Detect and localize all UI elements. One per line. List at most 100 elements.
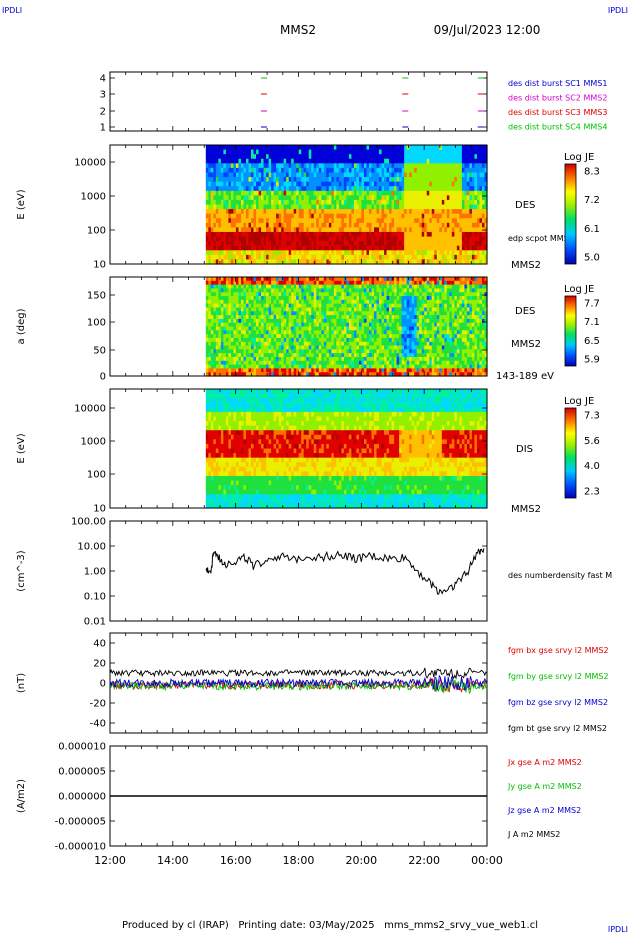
- y-tick-label: 3: [100, 90, 106, 101]
- spacecraft-title: MMS2: [280, 23, 316, 37]
- colorbar-tick-label: 4.0: [584, 461, 600, 472]
- y-tick-label: 100: [87, 226, 106, 237]
- series-label: fgm bz gse srvy l2 MMS2: [508, 698, 608, 707]
- y-tick-label: 10: [93, 504, 106, 515]
- y-tick-label: -40: [90, 719, 106, 730]
- time-tick-label: 14:00: [157, 854, 189, 867]
- y-axis-label: (cm^-3): [16, 550, 27, 591]
- y-tick-label: 50: [93, 346, 106, 357]
- footer-credit: Produced by cl (IRAP) Printing date: 03/…: [122, 920, 538, 931]
- y-tick-label: 100: [87, 470, 106, 481]
- y-tick-label: 0: [100, 679, 106, 690]
- y-tick-label: 1000: [81, 437, 106, 448]
- y-tick-label: 0.000010: [58, 742, 106, 753]
- burst-legend-entry: des dist burst SC4 MMS4: [508, 123, 607, 132]
- colorbar-tick-label: 2.3: [584, 487, 600, 498]
- colorbar: [564, 407, 577, 499]
- y-tick-label: 0.01: [84, 617, 106, 628]
- burst-legend-entry: des dist burst SC1 MMS1: [508, 79, 607, 88]
- time-tick-label: 12:00: [94, 854, 126, 867]
- y-tick-label: -0.000010: [55, 842, 106, 853]
- colorbar-tick-label: 5.9: [584, 355, 600, 366]
- corner-label-top-left: IPDLI: [2, 6, 22, 15]
- y-tick-label: 40: [93, 639, 106, 650]
- y-tick-label: 20: [93, 659, 106, 670]
- series-label: fgm bt gse srvy l2 MMS2: [508, 724, 607, 733]
- colorbar-tick-label: 7.2: [584, 195, 600, 206]
- time-tick-label: 16:00: [220, 854, 252, 867]
- panel-label: DES: [515, 200, 535, 211]
- colorbar-title: Log JE: [564, 284, 594, 295]
- colorbar-tick-label: 8.3: [584, 167, 600, 178]
- y-tick-label: 0.000000: [58, 792, 106, 803]
- y-tick-label: 4: [100, 74, 106, 85]
- corner-label-top-right: IPDLI: [608, 6, 628, 15]
- y-tick-label: 10: [93, 260, 106, 271]
- time-tick-label: 00:00: [471, 854, 503, 867]
- overlay-label: edp scpot MMS2: [508, 234, 574, 243]
- burst-legend-entry: des dist burst SC2 MMS2: [508, 94, 607, 103]
- bfield-series-line: [109, 667, 488, 680]
- colorbar-tick-label: 5.6: [584, 436, 600, 447]
- time-axis: 12:00 14:00 16:00 18:00 20:00 22:00 00:00: [94, 854, 503, 867]
- y-tick-label: 10000: [74, 158, 106, 169]
- series-label: J A m2 MMS2: [507, 830, 560, 839]
- panel-label: DIS: [516, 444, 533, 455]
- panel-sublabel: MMS2: [511, 260, 541, 271]
- y-tick-label: 100.00: [71, 517, 106, 528]
- y-tick-label: 0: [100, 372, 106, 383]
- colorbar: [564, 295, 577, 367]
- colorbar-title: Log JE: [564, 152, 594, 163]
- panel-sublabel: MMS2: [511, 504, 541, 515]
- y-axis-label: E (eV): [16, 433, 27, 463]
- colorbar-tick-label: 7.1: [584, 317, 600, 328]
- y-axis-label: E (eV): [16, 189, 27, 219]
- y-tick-label: 1.00: [84, 567, 106, 578]
- spectrogram-cells: [205, 277, 488, 377]
- series-label: Jy gse A m2 MMS2: [507, 782, 582, 791]
- y-tick-label: 10000: [74, 404, 106, 415]
- time-tick-label: 22:00: [408, 854, 440, 867]
- panel-frame-4: [109, 520, 488, 622]
- y-axis-label: (nT): [16, 673, 27, 693]
- time-tick-label: 20:00: [345, 854, 377, 867]
- series-label: fgm by gse srvy l2 MMS2: [508, 672, 609, 681]
- energy-range-label: 143-189 eV: [496, 371, 554, 382]
- series-label: des numberdensity fast M: [508, 571, 612, 580]
- colorbar-tick-label: 7.7: [584, 299, 600, 310]
- colorbar-tick-label: 6.1: [584, 224, 600, 235]
- panels: 1 2 3 4 des dist burst SC1 MMS1 des dist burs…: [16, 71, 612, 853]
- colorbar-title: Log JE: [564, 396, 594, 407]
- y-axis-label: (A/m2): [16, 779, 27, 813]
- y-tick-label: 150: [87, 291, 106, 302]
- colorbar-tick-label: 5.0: [584, 253, 600, 264]
- y-axis-label: a (deg): [16, 308, 27, 344]
- y-tick-label: 0.10: [84, 592, 106, 603]
- density-series-line: [205, 548, 485, 595]
- time-tick-label: 18:00: [283, 854, 315, 867]
- y-tick-label: 100: [87, 318, 106, 329]
- y-tick-label: -20: [90, 699, 106, 710]
- panel-frame-0: [109, 71, 488, 132]
- series-label: fgm bx gse srvy l2 MMS2: [508, 646, 609, 655]
- burst-legend-entry: des dist burst SC3 MMS3: [508, 108, 607, 117]
- datetime-title: 09/Jul/2023 12:00: [434, 23, 541, 37]
- y-tick-label: 0.000005: [58, 767, 106, 778]
- panel-sublabel: MMS2: [511, 339, 541, 350]
- bfield-series-line: [109, 674, 488, 691]
- y-tick-label: -0.000005: [55, 817, 106, 828]
- colorbar-tick-label: 6.5: [584, 336, 600, 347]
- panel-label: DES: [515, 306, 535, 317]
- y-tick-label: 2: [100, 107, 106, 118]
- spectrogram-cells: [205, 145, 488, 265]
- colorbar-tick-label: 7.3: [584, 411, 600, 422]
- spectrogram-cells: [205, 389, 488, 509]
- colorbar: [564, 163, 577, 265]
- y-tick-label: 10.00: [77, 542, 106, 553]
- y-tick-label: 1: [100, 123, 106, 134]
- series-label: Jz gse A m2 MMS2: [507, 806, 581, 815]
- corner-label-bottom-right: IPDLI: [608, 925, 628, 934]
- series-label: Jx gse A m2 MMS2: [507, 758, 582, 767]
- y-tick-label: 1000: [81, 192, 106, 203]
